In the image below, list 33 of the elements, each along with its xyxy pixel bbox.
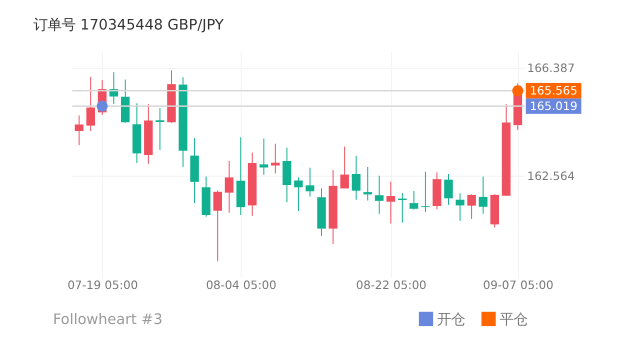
- candlestick: [259, 138, 268, 176]
- candlestick: [271, 143, 280, 174]
- candlestick: [213, 190, 222, 262]
- candlestick: [224, 160, 234, 214]
- candlestick: [410, 190, 418, 210]
- candlestick: [478, 176, 488, 214]
- candlestick: [363, 166, 372, 202]
- ref-line-label: 165.565: [530, 84, 578, 98]
- candlestick: [398, 192, 407, 224]
- text: Followheart #3: [52, 312, 163, 328]
- candlestick: [421, 171, 430, 212]
- legend-label: 开仓: [437, 312, 466, 328]
- chart-title: 订单号 170345448 GBP/JPY: [34, 17, 224, 34]
- candlestick: [306, 167, 314, 198]
- candlestick: [352, 155, 360, 200]
- candlestick: [340, 146, 349, 189]
- candlestick: [294, 176, 303, 212]
- candlestick: [374, 175, 384, 214]
- legend-label: 平仓: [500, 312, 528, 328]
- candlestick: [444, 174, 453, 206]
- y-tick-label: 162.564: [527, 168, 575, 183]
- x-tick-label: 08-22 05:00: [356, 278, 427, 292]
- candlestick: [467, 194, 476, 220]
- ref-line-label: 165.019: [530, 99, 578, 114]
- x-tick-label: 07-19 05:00: [67, 278, 138, 292]
- candlestick: [74, 114, 84, 146]
- candlestick: [156, 108, 164, 150]
- candlestick: [386, 181, 396, 224]
- y-tick-label: 166.387: [527, 60, 575, 75]
- x-tick-label: 08-04 05:00: [206, 278, 276, 292]
- candlestick: [86, 76, 96, 132]
- x-tick-label: 09-07 05:00: [482, 278, 554, 292]
- candlestick: [456, 192, 464, 222]
